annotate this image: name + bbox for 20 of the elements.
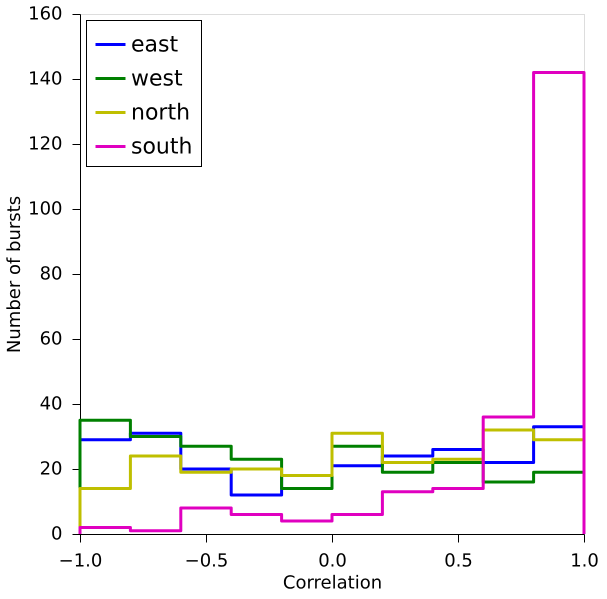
x-tick-label: 0.5	[444, 550, 473, 572]
legend-label: west	[131, 66, 183, 92]
x-axis-title: Correlation	[282, 572, 382, 594]
x-tick-label: −1.0	[58, 550, 102, 572]
x-tick-label: −0.5	[184, 550, 228, 572]
legend-label: north	[131, 100, 190, 126]
y-tick-label: 140	[28, 68, 62, 90]
legend-label: east	[131, 32, 178, 58]
y-tick-label: 0	[51, 524, 62, 544]
y-tick-label: 160	[28, 4, 62, 24]
legend-label: south	[131, 134, 192, 160]
y-tick-label: 120	[28, 134, 62, 154]
y-tick-label: 40	[40, 394, 62, 414]
y-tick-label: 80	[40, 264, 62, 284]
x-tick-label: 1.0	[570, 550, 599, 572]
y-axis-title: Number of bursts	[4, 196, 26, 354]
y-tick-label: 100	[28, 198, 62, 220]
y-tick-label: 20	[40, 458, 62, 480]
y-tick-label: 60	[40, 328, 62, 350]
x-tick-label: 0.0	[318, 550, 347, 572]
